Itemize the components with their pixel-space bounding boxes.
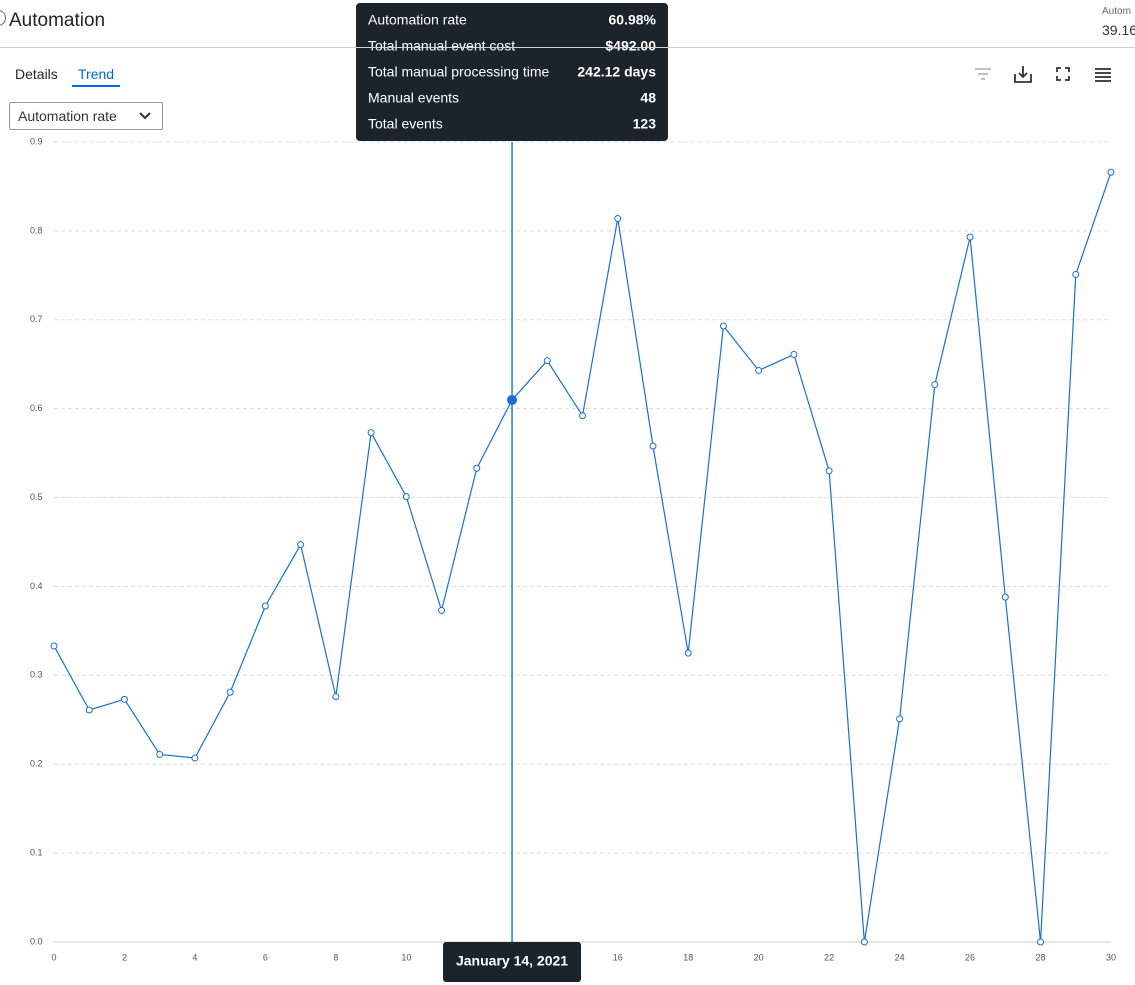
x-tick-label: 24 [895, 952, 905, 962]
point [931, 381, 939, 389]
point [579, 412, 586, 420]
point [614, 214, 622, 222]
date-label: January 14, 2021 [456, 953, 568, 969]
toolbar [975, 66, 1111, 83]
point [297, 541, 305, 549]
point [825, 467, 833, 475]
point [755, 366, 763, 374]
point [860, 938, 868, 946]
y-tick-label: 0.1 [30, 847, 43, 857]
point [790, 350, 798, 358]
y-tick-label: 0.0 [30, 936, 43, 946]
point [156, 750, 164, 758]
point [684, 649, 692, 657]
tooltip-value: 242.12 days [577, 64, 656, 80]
point [966, 233, 974, 241]
point [402, 493, 410, 501]
page-title: Automation [9, 10, 106, 31]
point [191, 754, 199, 762]
point [120, 695, 128, 703]
tooltip-label: Total events [368, 116, 443, 132]
x-tick-label: 16 [613, 952, 623, 962]
point [543, 357, 551, 365]
point [261, 602, 269, 610]
summary-value: 39.16 [1102, 22, 1135, 38]
point [719, 322, 727, 330]
chevron [139, 112, 151, 120]
fullscreen-icon[interactable] [1056, 67, 1070, 81]
tooltip-label: Total manual event cost [368, 38, 515, 54]
x-tick-label: 10 [401, 952, 411, 962]
x-tick-label: 8 [333, 952, 338, 962]
point [1072, 270, 1080, 278]
active-point [507, 394, 518, 405]
x-tick-label: 20 [754, 952, 764, 962]
tooltip-label: Total manual processing time [368, 64, 550, 80]
x-tick-label: 6 [263, 952, 268, 962]
tooltip-label: Automation rate [368, 12, 467, 28]
tab[interactable]: Details [15, 66, 58, 82]
tooltip-box [356, 3, 668, 141]
y-tick-label: 0.7 [30, 314, 43, 324]
y-tick-label: 0.8 [30, 225, 43, 235]
divider [0, 47, 1135, 48]
point [473, 464, 481, 472]
point [226, 688, 234, 696]
summary-label: Autom [1102, 6, 1131, 17]
x-tick-label: 30 [1106, 952, 1116, 962]
x-tick-label: 4 [192, 952, 197, 962]
tooltip-value: 48 [640, 90, 656, 106]
download-icon[interactable] [1014, 66, 1032, 83]
point [1107, 168, 1115, 176]
point [332, 693, 340, 701]
y-tick-label: 0.4 [30, 581, 43, 591]
x-tick-label: 28 [1036, 952, 1046, 962]
point [1037, 938, 1045, 946]
date-box [443, 942, 582, 982]
x-tick-label: 2 [122, 952, 127, 962]
tooltip-value: 123 [633, 116, 657, 132]
tab-active[interactable]: Trend [72, 66, 121, 87]
x-tick-label: 18 [683, 952, 693, 962]
point [649, 442, 657, 450]
x-tick-label: 0 [51, 952, 56, 962]
y-tick-label: 0.9 [30, 136, 43, 146]
tooltip-label: Manual events [368, 90, 459, 106]
point [85, 706, 93, 714]
y-tick-label: 0.2 [30, 759, 43, 769]
point [438, 606, 446, 614]
x-tick-label: 26 [965, 952, 975, 962]
y-tick-label: 0.3 [30, 670, 43, 680]
series-line [53, 172, 1112, 943]
y-tick-label: 0.6 [30, 403, 43, 413]
dropdown-text: Automation rate [18, 108, 117, 124]
menu-icon[interactable] [1095, 68, 1111, 82]
point [50, 642, 58, 650]
point [896, 715, 904, 723]
x-tick-label: 22 [824, 952, 834, 962]
tooltip-value: 60.98% [609, 12, 657, 28]
y-tick-label: 0.5 [30, 492, 43, 502]
metric-dropdown[interactable]: Automation rate [9, 102, 163, 130]
point [1001, 593, 1009, 601]
filter-icon[interactable] [975, 68, 991, 80]
tooltip-value: $492.00 [605, 38, 656, 54]
point [367, 429, 375, 437]
